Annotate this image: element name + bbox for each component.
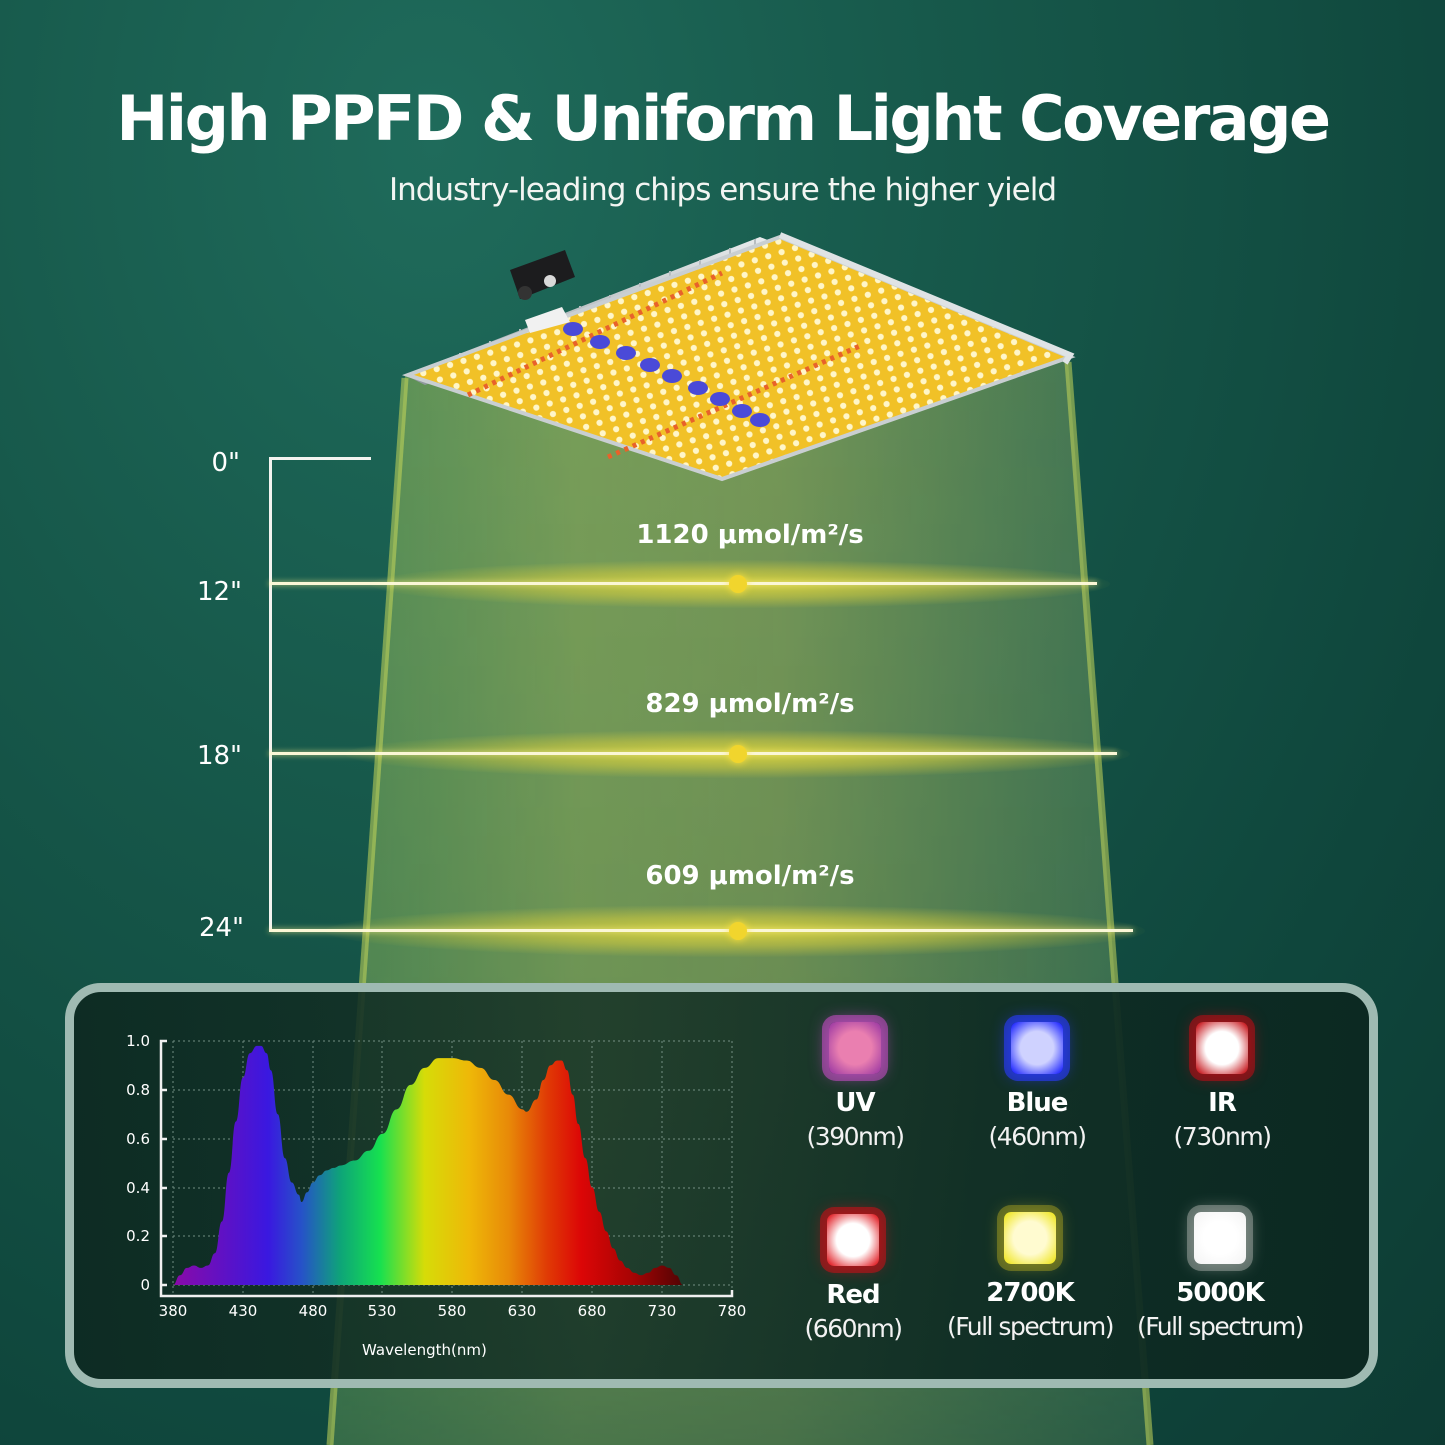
- distance-ruler-axis: [269, 457, 272, 932]
- chip-name-uv: UV: [835, 1088, 875, 1118]
- measurement-point-24: [729, 922, 747, 940]
- chip-wavelength-uv: (390nm): [806, 1122, 905, 1151]
- measurement-point-12: [729, 575, 747, 593]
- distance-label-18: 18": [196, 741, 242, 771]
- x-tick-580: 580: [437, 1302, 467, 1320]
- x-tick-780: 780: [717, 1302, 747, 1320]
- red-chip-icon: [827, 1214, 879, 1266]
- measurement-line-12: [269, 582, 1097, 585]
- distance-ruler-zero-tick: [269, 457, 371, 460]
- chip-wavelength-blue: (460nm): [988, 1122, 1087, 1151]
- distance-label-12: 12": [196, 577, 242, 607]
- x-tick-480: 480: [298, 1302, 328, 1320]
- y-tick-0-8: 0.8: [126, 1081, 150, 1099]
- chip-name-red: Red: [826, 1280, 880, 1310]
- chip-type-5000k: (Full spectrum): [1136, 1312, 1305, 1341]
- 5000k-chip-icon: [1194, 1212, 1246, 1264]
- chip-wavelength-ir: (730nm): [1173, 1122, 1272, 1151]
- chip-name-2700k: 2700K: [986, 1278, 1075, 1308]
- y-tick-1-0: 1.0: [126, 1032, 150, 1050]
- x-tick-380: 380: [158, 1302, 188, 1320]
- distance-label-0: 0": [211, 448, 240, 478]
- ppfd-value-24: 609 μmol/m²/s: [645, 861, 855, 891]
- spectrum-chart: [159, 1039, 734, 1298]
- measurement-line-24: [269, 929, 1133, 932]
- x-tick-730: 730: [647, 1302, 677, 1320]
- ppfd-value-12: 1120 μmol/m²/s: [636, 520, 864, 550]
- page-subtitle: Industry-leading chips ensure the higher…: [388, 172, 1057, 208]
- chip-wavelength-red: (660nm): [804, 1314, 903, 1343]
- page-title: High PPFD & Uniform Light Coverage: [116, 82, 1331, 155]
- x-tick-530: 530: [367, 1302, 397, 1320]
- x-tick-680: 680: [577, 1302, 607, 1320]
- measurement-line-18: [269, 752, 1117, 755]
- x-tick-430: 430: [228, 1302, 258, 1320]
- y-tick-0-2: 0.2: [126, 1227, 150, 1245]
- ppfd-value-18: 829 μmol/m²/s: [645, 689, 855, 719]
- x-tick-630: 630: [507, 1302, 537, 1320]
- chip-name-blue: Blue: [1006, 1088, 1069, 1118]
- chip-name-5000k: 5000K: [1176, 1278, 1265, 1308]
- y-tick-0-6: 0.6: [126, 1130, 150, 1148]
- ir-chip-icon: [1196, 1022, 1248, 1074]
- distance-label-24: 24": [198, 913, 244, 943]
- spectrum-area: [173, 1045, 684, 1285]
- y-tick-0-4: 0.4: [126, 1179, 150, 1197]
- led-grow-light-panel: [401, 232, 1076, 482]
- chip-name-ir: IR: [1208, 1088, 1237, 1118]
- x-axis-label: Wavelength(nm): [362, 1341, 487, 1359]
- measurement-point-18: [729, 745, 747, 763]
- 2700k-chip-icon: [1004, 1212, 1056, 1264]
- uv-chip-icon: [829, 1022, 881, 1074]
- y-tick-0: 0: [140, 1276, 150, 1294]
- chip-type-2700k: (Full spectrum): [946, 1312, 1115, 1341]
- blue-chip-icon: [1011, 1022, 1063, 1074]
